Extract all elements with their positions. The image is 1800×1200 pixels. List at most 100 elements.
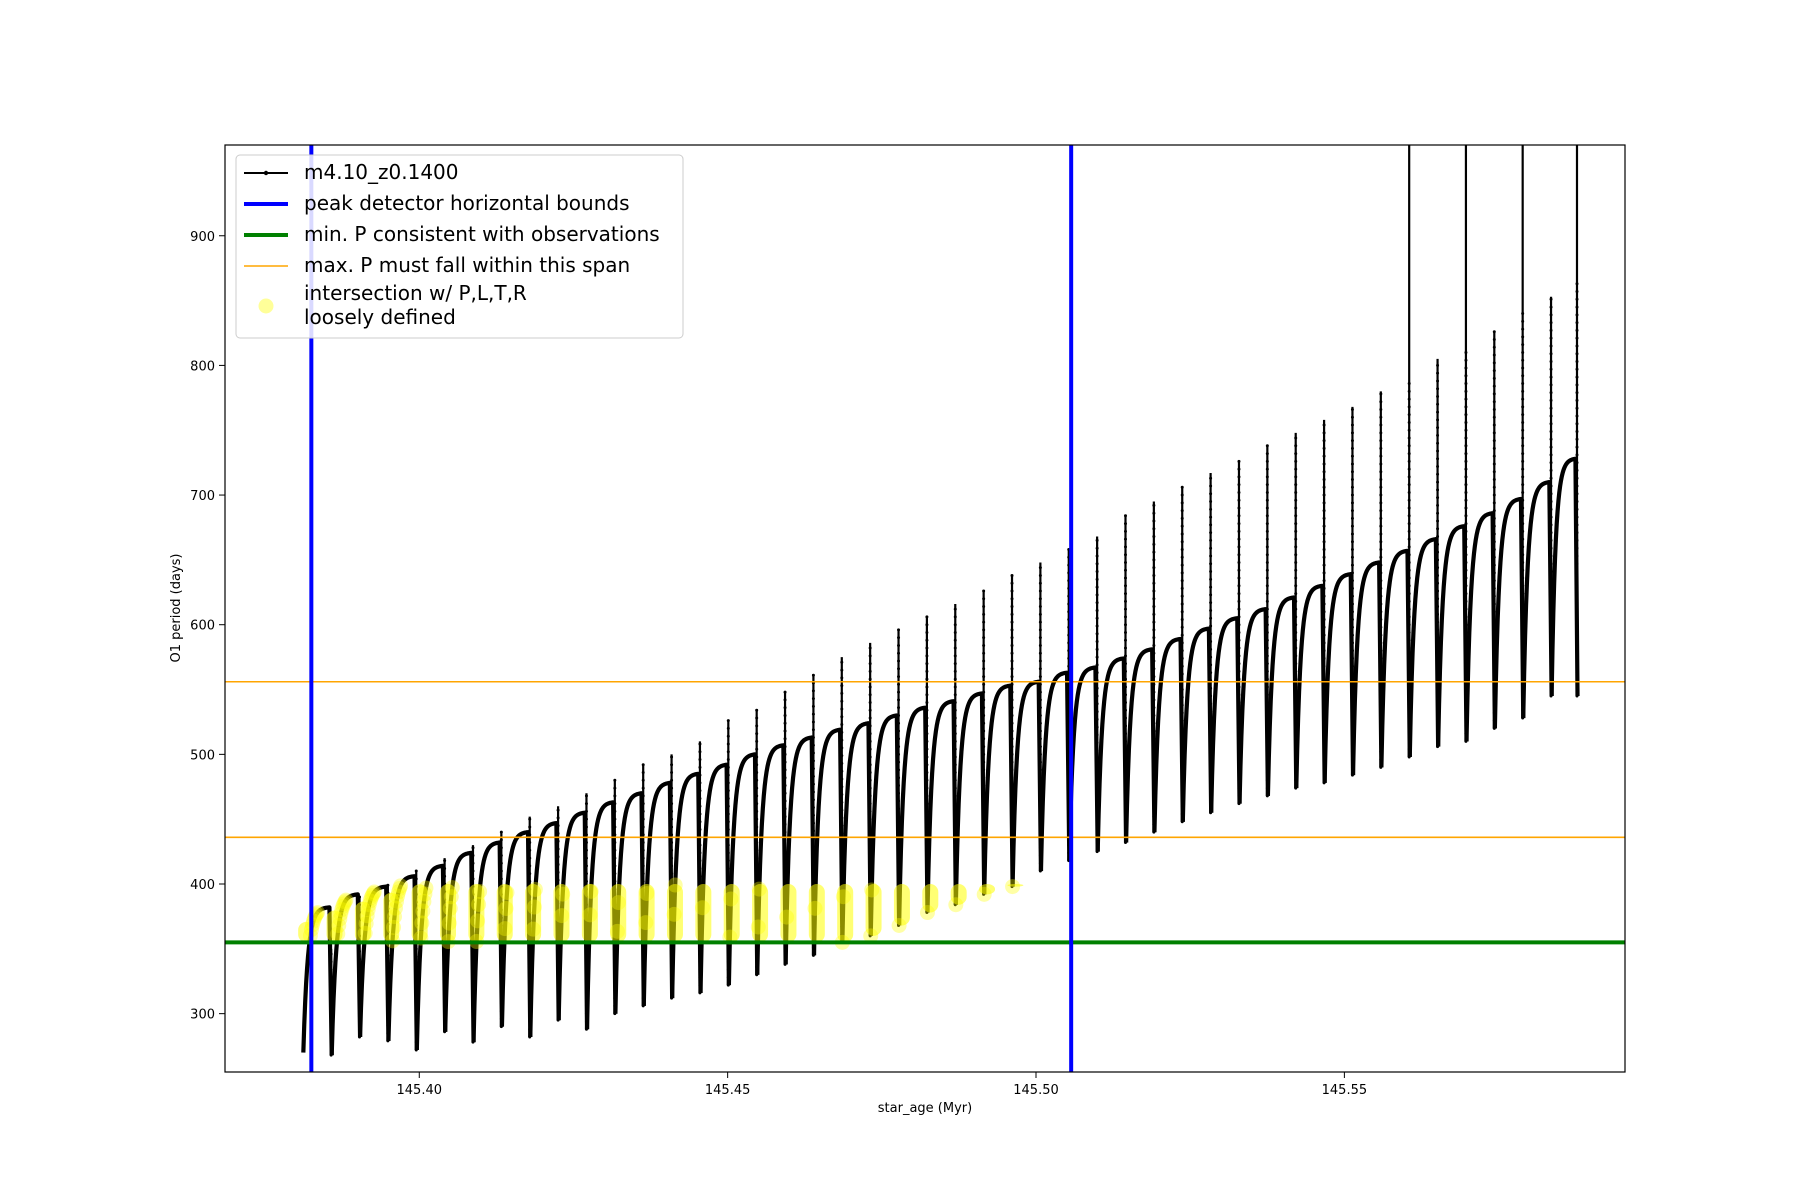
sample-point [1010,737,1014,741]
sample-point [528,825,532,829]
pulse-curve [811,727,845,956]
sample-point [1464,560,1468,564]
sample-point [1350,501,1354,505]
sample-point [1038,698,1042,702]
sample-point [584,809,588,813]
sample-point [443,944,447,948]
sample-point [357,957,361,961]
sample-point [1407,389,1411,393]
sample-point [1209,546,1213,550]
sample-point [670,848,674,852]
sample-point [1492,501,1496,505]
sample-point [1379,625,1383,629]
sample-point [1294,615,1298,619]
sample-point [386,946,390,950]
sample-point [528,841,532,845]
sample-point [1209,640,1213,644]
sample-point [1152,675,1156,679]
sample-point [897,815,901,819]
sample-point [1549,406,1553,410]
sample-point [1265,452,1269,456]
sample-point [1180,688,1184,692]
sample-point [925,794,929,798]
sample-point [897,752,901,756]
sample-point [1492,548,1496,552]
sample-point [1464,436,1468,440]
sample-point [755,817,759,821]
sample-point [1575,313,1579,317]
sample-point [1350,540,1354,544]
sample-point [1436,480,1440,484]
sample-point [1549,414,1553,418]
sample-point [1379,454,1383,458]
sample-point [386,961,390,965]
sample-point [1464,374,1468,378]
sample-point [1123,560,1127,564]
sample-point [1549,523,1553,527]
sample-point [1095,585,1099,589]
sample-point [1407,615,1411,619]
sample-point [1575,476,1579,480]
sample-point [1180,485,1184,489]
sample-point [1379,446,1383,450]
sample-point [1180,610,1184,614]
sample-point [1322,477,1326,481]
intersection-point [337,894,353,910]
y-tick-label: 600 [190,619,215,634]
sample-point [1095,725,1099,729]
sample-point [1152,597,1156,601]
sample-point [1464,444,1468,448]
sample-point [1038,675,1042,679]
sample-point [868,771,872,775]
sample-point [1322,470,1326,474]
sample-point [868,646,872,650]
sample-point [1294,475,1298,479]
sample-point [1350,509,1354,513]
sample-point [1521,397,1525,401]
sample-point [925,817,929,821]
sample-point [1464,545,1468,549]
sample-point [1464,599,1468,603]
intersection-point [336,896,352,912]
sample-point [1095,616,1099,620]
sample-point [1549,500,1553,504]
sample-point [840,699,844,703]
sample-point [357,895,361,899]
sample-point [1237,716,1241,720]
sample-point [953,638,957,642]
sample-point [670,817,674,821]
legend-marker-circle [258,298,274,314]
sample-point [1436,402,1440,406]
sample-point [1350,415,1354,419]
sample-point [1123,677,1127,681]
sample-point [1575,290,1579,294]
sample-point [1350,446,1354,450]
sample-point [1575,655,1579,659]
sample-point [1237,623,1241,627]
sample-point [1492,571,1496,575]
sample-point [1407,592,1411,596]
sample-point [1265,584,1269,588]
sample-point [1095,577,1099,581]
x-axis: 145.40 145.45 145.50 145.55 [397,1072,1367,1098]
sample-point [783,815,787,819]
sample-point [1575,538,1579,542]
sample-point [1038,651,1042,655]
sample-point [868,841,872,845]
sample-point [1575,492,1579,496]
sample-point [1209,725,1213,729]
sample-point [1379,392,1383,396]
sample-point [1265,615,1269,619]
sample-point [1209,562,1213,566]
sample-point [1464,459,1468,463]
sample-point [1492,423,1496,427]
sample-point [1010,729,1014,733]
sample-point [840,793,844,797]
sample-point [1350,633,1354,637]
sample-point [925,615,929,619]
sample-point [1492,532,1496,536]
sample-point [982,752,986,756]
sample-point [641,864,645,868]
sample-point [1294,669,1298,673]
sample-point [471,947,475,951]
